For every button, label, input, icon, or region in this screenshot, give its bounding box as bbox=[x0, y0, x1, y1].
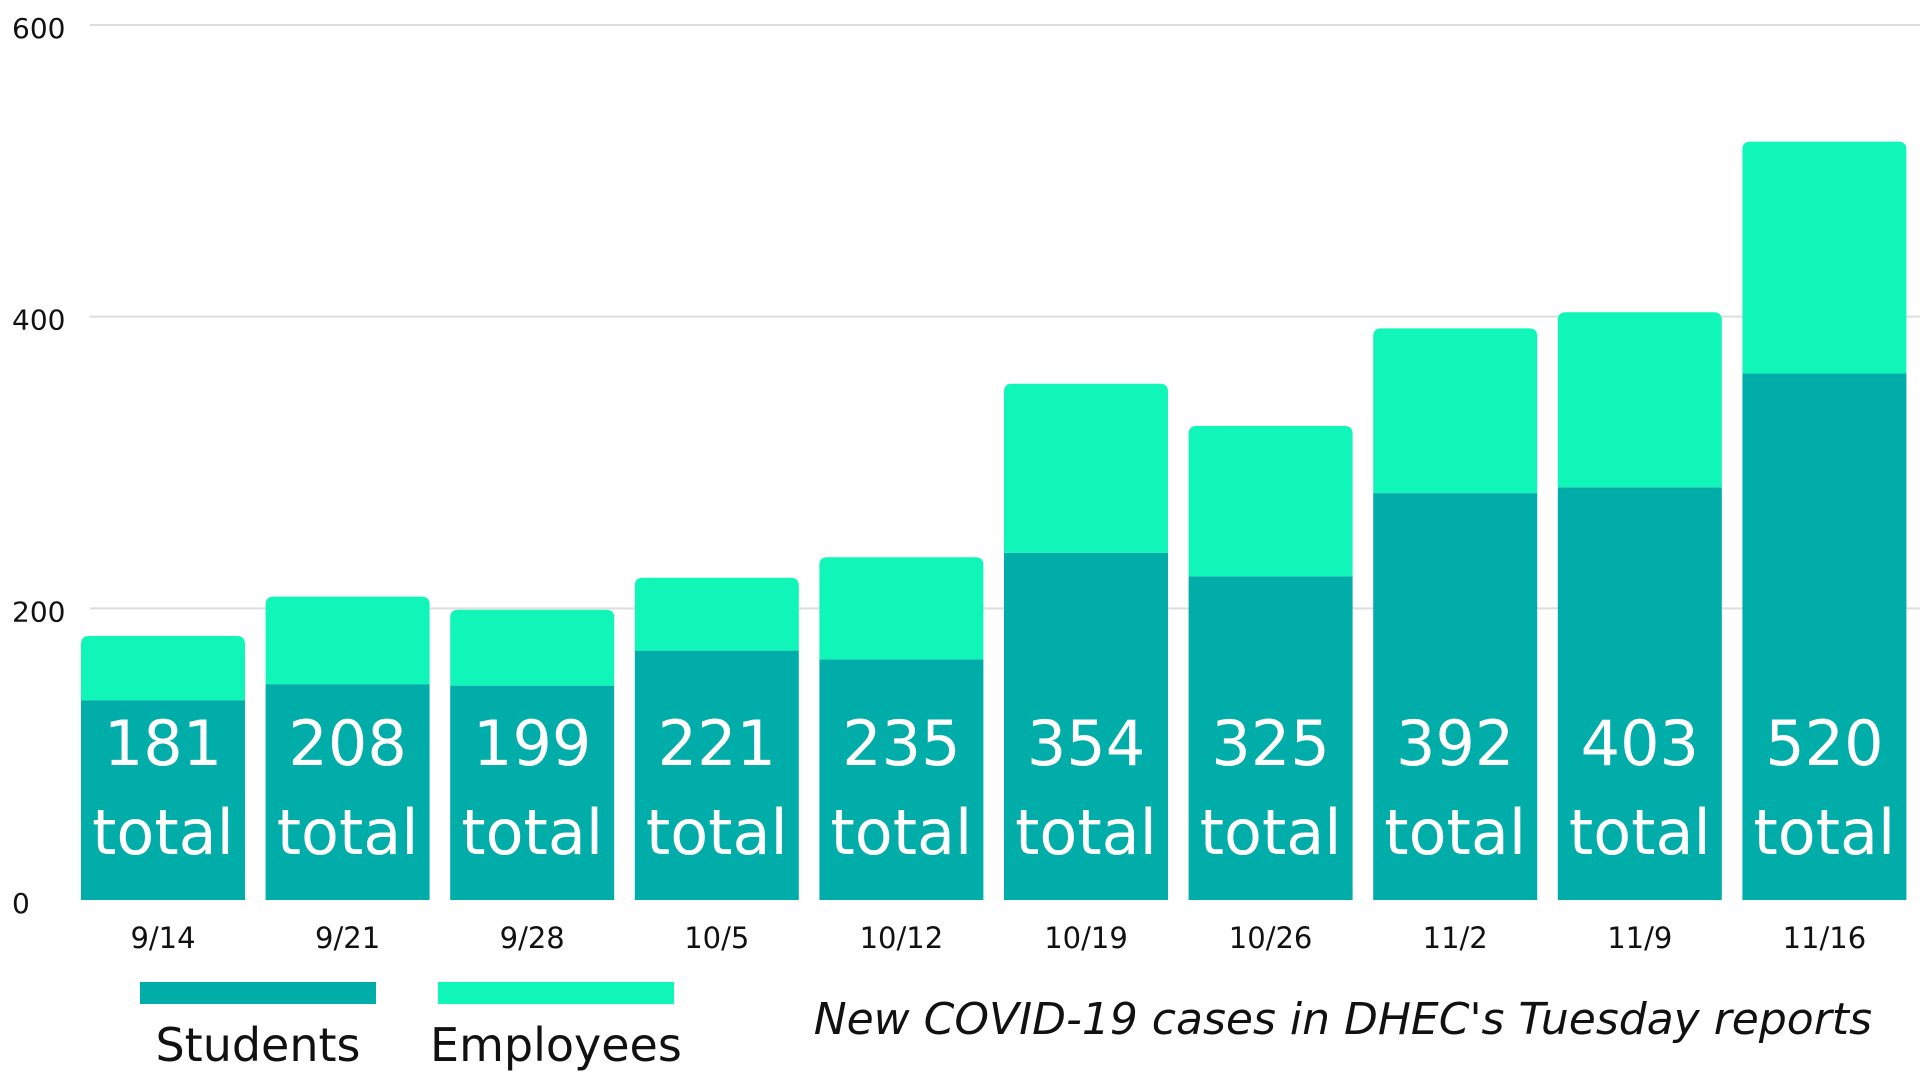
x-tick-label: 9/14 bbox=[130, 921, 195, 955]
data-label-total-value: 520 bbox=[1765, 707, 1883, 780]
bar-employees-11-2 bbox=[1373, 328, 1538, 494]
data-label-total-suffix: total bbox=[277, 796, 419, 869]
data-label-total-suffix: total bbox=[1015, 796, 1157, 869]
bar-employees-10-5 bbox=[634, 577, 799, 651]
data-label-total-value: 181 bbox=[104, 707, 222, 780]
data-label-total-suffix: total bbox=[461, 796, 603, 869]
x-tick-label: 11/9 bbox=[1607, 921, 1672, 955]
data-label-total-suffix: total bbox=[92, 796, 234, 869]
x-tick-label: 10/19 bbox=[1044, 921, 1128, 955]
bar-employees-9-21 bbox=[265, 596, 430, 685]
x-tick-label: 9/21 bbox=[315, 921, 380, 955]
bar-students-11-2 bbox=[1373, 493, 1538, 900]
data-label-total-value: 208 bbox=[288, 707, 406, 780]
bar-employees-9-14 bbox=[81, 636, 245, 701]
legend-employees-label: Employees bbox=[430, 1018, 682, 1072]
bar-employees-10-19 bbox=[1004, 383, 1168, 553]
x-tick-label: 11/2 bbox=[1423, 921, 1488, 955]
bar-students-10-5 bbox=[634, 650, 799, 900]
data-label-total-value: 221 bbox=[658, 707, 776, 780]
data-label-total-suffix: total bbox=[1200, 796, 1342, 869]
bar-employees-11-16 bbox=[1742, 141, 1907, 374]
data-label-total-value: 325 bbox=[1211, 707, 1329, 780]
bar-employees-10-12 bbox=[819, 557, 984, 660]
bar-students-10-12 bbox=[819, 659, 984, 900]
data-label-total-suffix: total bbox=[1754, 796, 1896, 869]
legend-employees: Employees bbox=[430, 982, 682, 1072]
bar-students-10-26 bbox=[1188, 576, 1353, 900]
bar-employees-10-26 bbox=[1188, 426, 1353, 577]
bar-employees-11-9 bbox=[1557, 312, 1722, 488]
y-tick-label: 400 bbox=[12, 304, 65, 337]
data-label-total-value: 403 bbox=[1581, 707, 1699, 780]
bar-students-10-19 bbox=[1004, 552, 1168, 900]
x-tick-label: 11/16 bbox=[1783, 921, 1867, 955]
bar-students-11-9 bbox=[1557, 487, 1722, 900]
bar-students-9-21 bbox=[265, 684, 430, 900]
y-tick-label: 0 bbox=[12, 887, 30, 920]
bar-students-9-28 bbox=[450, 685, 615, 900]
legend-students-label: Students bbox=[155, 1018, 361, 1072]
x-tick-label: 9/28 bbox=[500, 921, 565, 955]
bar-employees-9-28 bbox=[450, 609, 615, 686]
x-tick-label: 10/12 bbox=[860, 921, 944, 955]
legend-students-swatch bbox=[140, 982, 376, 1004]
data-label-total-suffix: total bbox=[1569, 796, 1711, 869]
data-label-total-suffix: total bbox=[646, 796, 788, 869]
legend-employees-swatch bbox=[437, 982, 674, 1004]
bar-students-11-16 bbox=[1742, 373, 1907, 901]
data-label-total-value: 235 bbox=[842, 707, 960, 780]
bar-students-9-14 bbox=[81, 700, 245, 900]
y-tick-label: 200 bbox=[12, 595, 65, 628]
legend-students: Students bbox=[140, 982, 376, 1072]
chart-title: New COVID-19 cases in DHEC's Tuesday rep… bbox=[813, 994, 1872, 1045]
x-tick-label: 10/5 bbox=[684, 921, 749, 955]
x-tick-label: 10/26 bbox=[1229, 921, 1313, 955]
data-label-total-value: 392 bbox=[1396, 707, 1514, 780]
data-label-total-value: 354 bbox=[1027, 707, 1145, 780]
data-label-total-suffix: total bbox=[831, 796, 973, 869]
y-tick-label: 600 bbox=[12, 12, 65, 45]
data-label-total-value: 199 bbox=[473, 707, 591, 780]
data-label-total-suffix: total bbox=[1384, 796, 1526, 869]
